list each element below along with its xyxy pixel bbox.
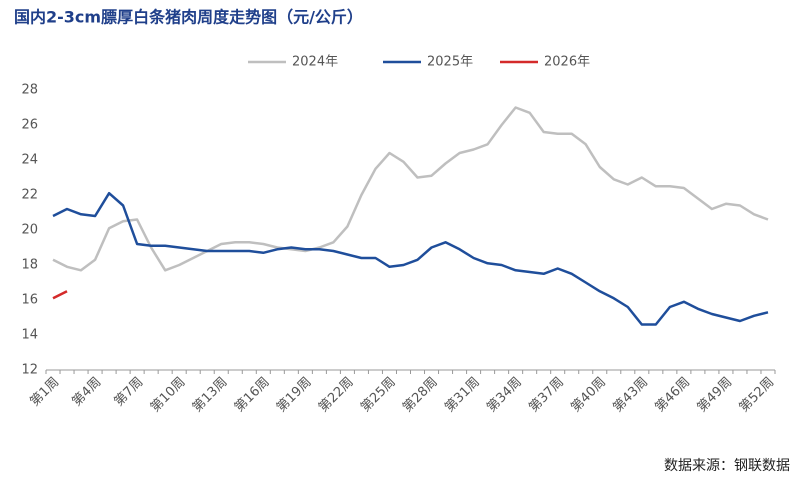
series-line [52, 191, 769, 326]
x-tick-label: 第25周 [358, 375, 399, 416]
y-tick-label: 22 [21, 188, 38, 203]
x-tick-label: 第46周 [652, 375, 693, 416]
legend-label: 2024年 [292, 55, 338, 70]
y-tick-label: 12 [21, 363, 38, 378]
x-tick-label: 第49周 [695, 375, 736, 416]
series-line [52, 290, 68, 300]
x-tick-label: 第13周 [190, 375, 231, 416]
x-tick-label: 第34周 [484, 375, 525, 416]
x-tick-label: 第37周 [526, 375, 567, 416]
x-tick-label: 第16周 [232, 375, 273, 416]
y-tick-label: 18 [21, 258, 38, 273]
x-tick-label: 第43周 [610, 375, 651, 416]
x-tick-label: 第19周 [274, 375, 315, 416]
x-tick-label: 第52周 [737, 375, 778, 416]
y-tick-label: 28 [21, 83, 38, 98]
x-tick-label: 第22周 [316, 375, 357, 416]
chart-title: 国内2-3cm膘厚白条猪肉周度走势图（元/公斤） [14, 8, 363, 27]
y-tick-label: 24 [21, 153, 38, 168]
x-tick-label: 第7周 [112, 375, 147, 410]
y-tick-label: 16 [21, 293, 38, 308]
x-tick-label: 第40周 [568, 375, 609, 416]
x-tick-label: 第4周 [70, 375, 105, 410]
y-tick-label: 20 [21, 223, 38, 238]
x-tick-label: 第10周 [148, 375, 189, 416]
x-tick-label: 第28周 [400, 375, 441, 416]
legend-label: 2025年 [427, 55, 473, 70]
source: 数据来源：钢联数据 [664, 458, 790, 474]
y-tick-label: 26 [21, 118, 38, 133]
x-tick-label: 第31周 [442, 375, 483, 416]
x-tick-label: 第1周 [27, 375, 62, 410]
series-line [52, 106, 769, 272]
y-tick-label: 14 [21, 328, 38, 343]
legend-label: 2026年 [544, 55, 590, 70]
